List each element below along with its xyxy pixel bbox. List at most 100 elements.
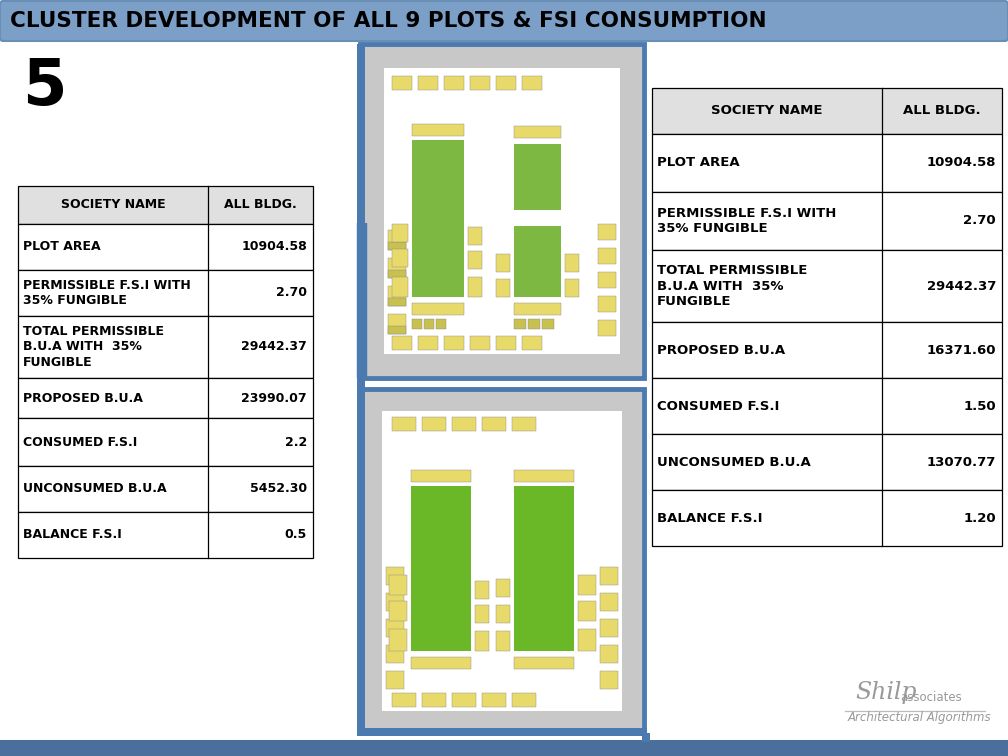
Text: SOCIETY NAME: SOCIETY NAME — [712, 104, 823, 117]
Text: PERMISSIBLE F.S.I WITH
35% FUNGIBLE: PERMISSIBLE F.S.I WITH 35% FUNGIBLE — [657, 206, 837, 235]
Text: 29442.37: 29442.37 — [241, 340, 307, 354]
Bar — [475, 631, 489, 651]
Bar — [470, 336, 490, 350]
Bar — [386, 619, 404, 637]
Text: PROPOSED B.U.A: PROPOSED B.U.A — [657, 343, 785, 357]
Text: 5452.30: 5452.30 — [250, 482, 307, 495]
Text: ALL BLDG.: ALL BLDG. — [224, 199, 297, 212]
Bar — [496, 336, 516, 350]
Bar — [360, 44, 644, 378]
Bar — [578, 629, 596, 651]
Bar — [422, 417, 446, 431]
FancyBboxPatch shape — [0, 1, 1008, 41]
Bar — [389, 601, 407, 621]
Bar — [418, 76, 438, 90]
Bar — [600, 645, 618, 663]
Bar — [384, 68, 620, 354]
Bar — [412, 303, 465, 314]
Bar — [469, 227, 482, 245]
Bar — [598, 224, 616, 240]
Bar — [444, 76, 464, 90]
Bar — [598, 320, 616, 336]
Text: Shilp: Shilp — [855, 681, 916, 704]
Bar — [386, 645, 404, 663]
Text: PLOT AREA: PLOT AREA — [23, 240, 101, 253]
Text: 16371.60: 16371.60 — [926, 343, 996, 357]
Bar — [412, 140, 465, 297]
Text: UNCONSUMED B.U.A: UNCONSUMED B.U.A — [23, 482, 166, 495]
Bar — [496, 76, 516, 90]
Bar — [482, 417, 506, 431]
Bar — [392, 693, 416, 707]
Bar — [652, 134, 1002, 192]
Bar — [512, 417, 536, 431]
Text: ALL BLDG.: ALL BLDG. — [903, 104, 981, 117]
Bar — [514, 319, 526, 329]
Bar — [600, 567, 618, 585]
Bar — [392, 224, 408, 242]
Bar — [18, 186, 313, 224]
Bar — [652, 192, 1002, 250]
Bar — [652, 88, 1002, 134]
Text: TOTAL PERMISSIBLE
B.U.A WITH  35%
FUNGIBLE: TOTAL PERMISSIBLE B.U.A WITH 35% FUNGIBL… — [657, 264, 807, 308]
Bar — [564, 279, 579, 297]
Text: PLOT AREA: PLOT AREA — [657, 156, 740, 169]
Bar — [470, 76, 490, 90]
Bar — [496, 579, 510, 597]
Bar — [360, 389, 644, 733]
Text: 1.20: 1.20 — [964, 512, 996, 525]
Bar — [512, 693, 536, 707]
Text: CONSUMED F.S.I: CONSUMED F.S.I — [23, 435, 137, 448]
Bar — [514, 144, 560, 210]
Bar — [388, 298, 406, 306]
Bar — [652, 490, 1002, 546]
Bar — [18, 316, 313, 378]
Text: 5: 5 — [22, 56, 67, 118]
Bar — [564, 254, 579, 272]
Bar — [514, 126, 560, 138]
Bar — [496, 631, 510, 651]
Bar — [412, 319, 422, 329]
Text: 0.5: 0.5 — [284, 528, 307, 541]
Text: 29442.37: 29442.37 — [926, 280, 996, 293]
Bar — [514, 657, 574, 669]
Bar — [424, 319, 434, 329]
Bar — [18, 512, 313, 558]
Bar — [528, 319, 540, 329]
Bar — [18, 466, 313, 512]
Bar — [412, 123, 465, 135]
Text: TOTAL PERMISSIBLE
B.U.A WITH  35%
FUNGIBLE: TOTAL PERMISSIBLE B.U.A WITH 35% FUNGIBL… — [23, 325, 164, 369]
Bar — [598, 248, 616, 264]
Bar — [475, 605, 489, 623]
Bar — [418, 336, 438, 350]
Bar — [392, 336, 412, 350]
Bar — [469, 277, 482, 297]
Bar — [522, 76, 542, 90]
Bar — [469, 251, 482, 269]
Bar — [452, 417, 476, 431]
Bar — [388, 314, 406, 334]
Bar — [452, 693, 476, 707]
Bar — [388, 230, 406, 250]
Bar — [652, 434, 1002, 490]
Bar — [357, 728, 647, 736]
Bar — [652, 250, 1002, 322]
Text: PROPOSED B.U.A: PROPOSED B.U.A — [23, 392, 143, 404]
Bar — [389, 575, 407, 595]
Bar — [600, 671, 618, 689]
Bar — [389, 629, 407, 651]
Bar — [362, 391, 642, 731]
Bar — [514, 486, 574, 651]
Bar — [522, 336, 542, 350]
Bar — [514, 470, 574, 482]
Bar — [496, 279, 510, 297]
Text: CONSUMED F.S.I: CONSUMED F.S.I — [657, 399, 779, 413]
Bar — [411, 657, 471, 669]
Bar — [388, 286, 406, 306]
Text: BALANCE F.S.I: BALANCE F.S.I — [23, 528, 122, 541]
Bar — [422, 693, 446, 707]
Bar — [600, 619, 618, 637]
Bar — [18, 224, 313, 270]
Text: 10904.58: 10904.58 — [241, 240, 307, 253]
Bar — [392, 277, 408, 297]
